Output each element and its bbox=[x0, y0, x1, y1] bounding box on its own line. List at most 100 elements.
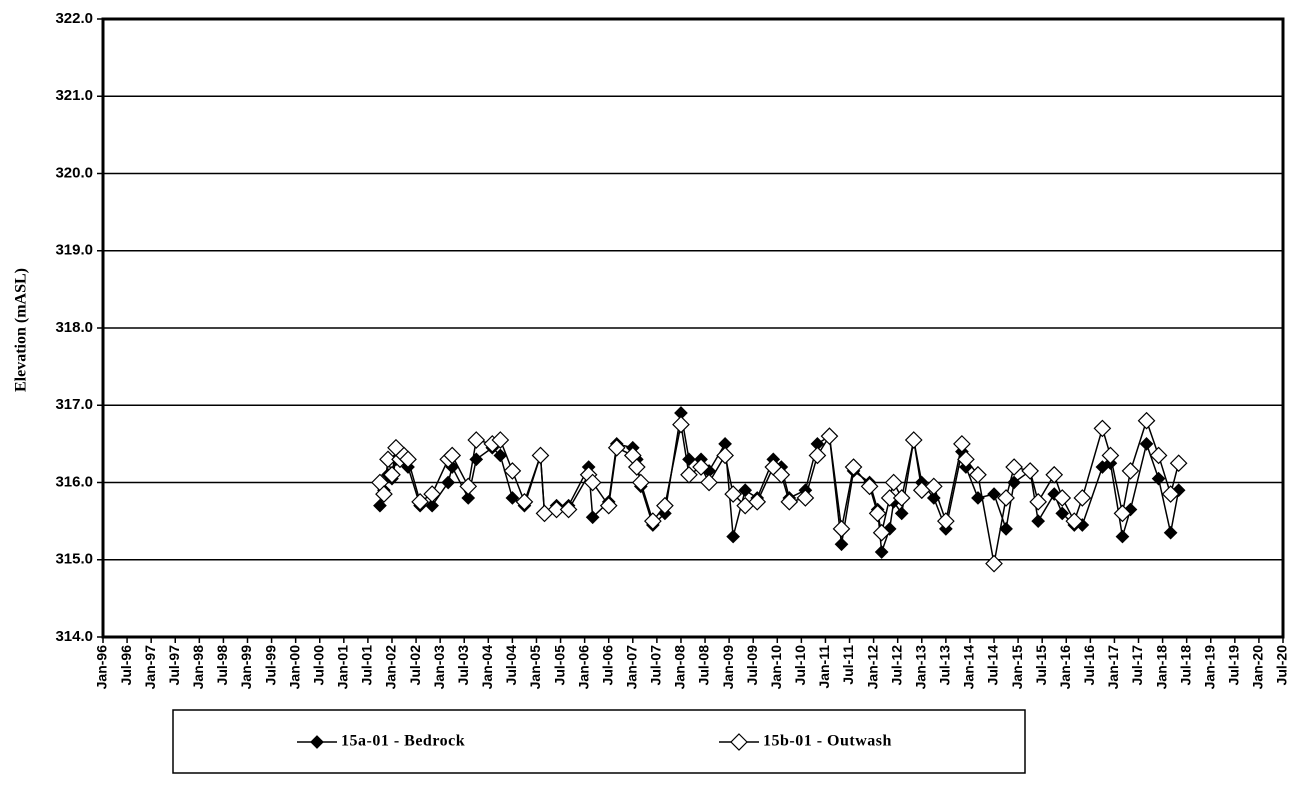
data-point bbox=[1151, 471, 1166, 486]
data-point bbox=[585, 510, 600, 525]
x-tick-label: Jul-96 bbox=[118, 645, 134, 686]
x-tick-label: Jul-99 bbox=[262, 645, 278, 686]
data-point bbox=[425, 498, 439, 513]
data-point bbox=[1053, 489, 1072, 507]
data-point bbox=[1149, 446, 1168, 465]
data-point bbox=[860, 477, 879, 496]
data-point bbox=[1163, 525, 1178, 540]
x-tick-label: Jan-13 bbox=[912, 645, 928, 690]
x-tick-label: Jul-01 bbox=[359, 645, 375, 686]
legend-label: 15a-01 - Bedrock bbox=[341, 733, 465, 750]
x-tick-label: Jul-16 bbox=[1081, 645, 1097, 686]
x-tick-label: Jan-10 bbox=[768, 645, 784, 690]
data-point bbox=[631, 473, 650, 492]
data-point bbox=[547, 500, 566, 519]
data-point bbox=[379, 450, 397, 469]
data-point bbox=[738, 483, 753, 498]
data-point bbox=[953, 435, 971, 453]
x-tick-label: Jul-13 bbox=[937, 645, 953, 686]
x-tick-label: Jan-14 bbox=[961, 645, 977, 690]
y-tick-label: 321.0 bbox=[55, 87, 93, 104]
x-tick-label: Jan-06 bbox=[575, 645, 591, 690]
x-tick-label: Jul-05 bbox=[551, 645, 567, 686]
x-tick-label: Jul-20 bbox=[1274, 645, 1290, 686]
x-tick-label: Jan-11 bbox=[816, 645, 832, 689]
x-tick-label: Jan-12 bbox=[864, 645, 880, 690]
x-tick-label: Jul-17 bbox=[1129, 645, 1145, 686]
data-point bbox=[1045, 465, 1064, 484]
data-point bbox=[656, 496, 674, 515]
data-point bbox=[383, 465, 401, 484]
x-tick-label: Jan-97 bbox=[142, 645, 158, 690]
data-point bbox=[692, 458, 710, 476]
y-tick-label: 316.0 bbox=[55, 473, 93, 490]
x-tick-label: Jan-02 bbox=[383, 645, 399, 690]
data-point bbox=[820, 427, 839, 445]
data-point bbox=[459, 477, 478, 496]
data-point bbox=[844, 458, 863, 476]
plot-frame bbox=[101, 17, 1285, 639]
x-tick-label: Jan-20 bbox=[1250, 645, 1266, 690]
data-point bbox=[957, 450, 975, 469]
x-tick-label: Jul-03 bbox=[455, 645, 471, 686]
data-point bbox=[724, 485, 742, 503]
y-axis-label: Elevation (mASL) bbox=[13, 268, 30, 392]
data-point bbox=[375, 485, 393, 503]
x-tick-label: Jan-99 bbox=[238, 645, 254, 690]
data-point bbox=[880, 489, 899, 507]
data-point bbox=[808, 446, 827, 465]
x-tick-label: Jul-14 bbox=[985, 645, 1001, 686]
data-point bbox=[443, 446, 462, 465]
data-point bbox=[1161, 485, 1180, 503]
data-point bbox=[493, 448, 508, 463]
x-tick-label: Jul-04 bbox=[503, 645, 519, 686]
x-tick-label: Jul-07 bbox=[648, 645, 664, 686]
y-tick-label: 322.0 bbox=[55, 10, 93, 27]
data-point bbox=[892, 489, 911, 507]
data-point bbox=[1121, 462, 1140, 480]
x-tick-label: Jan-19 bbox=[1201, 645, 1217, 690]
x-tick-label: Jan-00 bbox=[286, 645, 302, 690]
data-point bbox=[531, 446, 550, 465]
data-point bbox=[583, 473, 602, 492]
legend-label: 15b-01 - Outwash bbox=[763, 733, 892, 750]
x-tick-label: Jul-18 bbox=[1177, 645, 1193, 686]
data-point bbox=[599, 496, 618, 515]
legend-marker bbox=[730, 733, 748, 751]
data-point bbox=[559, 500, 578, 519]
x-tick-label: Jan-16 bbox=[1057, 645, 1073, 690]
x-tick-label: Jan-98 bbox=[190, 645, 206, 690]
data-point bbox=[969, 465, 987, 484]
data-point bbox=[832, 520, 851, 538]
y-tick-label: 315.0 bbox=[55, 551, 93, 568]
data-point bbox=[680, 465, 698, 484]
data-point bbox=[997, 489, 1015, 507]
y-tick-label: 318.0 bbox=[55, 319, 93, 336]
data-point bbox=[515, 492, 534, 511]
data-point bbox=[1021, 462, 1039, 480]
data-point bbox=[1055, 506, 1070, 521]
data-point bbox=[987, 487, 1001, 501]
data-point bbox=[1031, 514, 1046, 528]
x-tick-label: Jan-18 bbox=[1153, 645, 1169, 690]
data-point bbox=[505, 491, 520, 505]
data-point bbox=[607, 438, 626, 457]
x-tick-label: Jul-08 bbox=[696, 645, 712, 686]
data-point bbox=[1137, 411, 1156, 430]
x-tick-label: Jan-04 bbox=[479, 645, 495, 690]
data-point bbox=[1169, 454, 1188, 473]
x-tick-label: Jan-08 bbox=[672, 645, 688, 690]
data-point bbox=[399, 450, 417, 469]
x-tick-label: Jul-02 bbox=[407, 645, 423, 686]
data-point bbox=[1115, 529, 1130, 544]
data-point bbox=[411, 492, 429, 511]
data-point bbox=[780, 492, 799, 511]
data-point bbox=[874, 545, 889, 559]
data-point bbox=[1113, 504, 1132, 523]
y-tick-label: 319.0 bbox=[55, 242, 93, 259]
x-tick-label: Jul-00 bbox=[310, 645, 326, 686]
data-point bbox=[772, 465, 791, 484]
data-point bbox=[884, 473, 903, 492]
data-point bbox=[985, 554, 1003, 573]
